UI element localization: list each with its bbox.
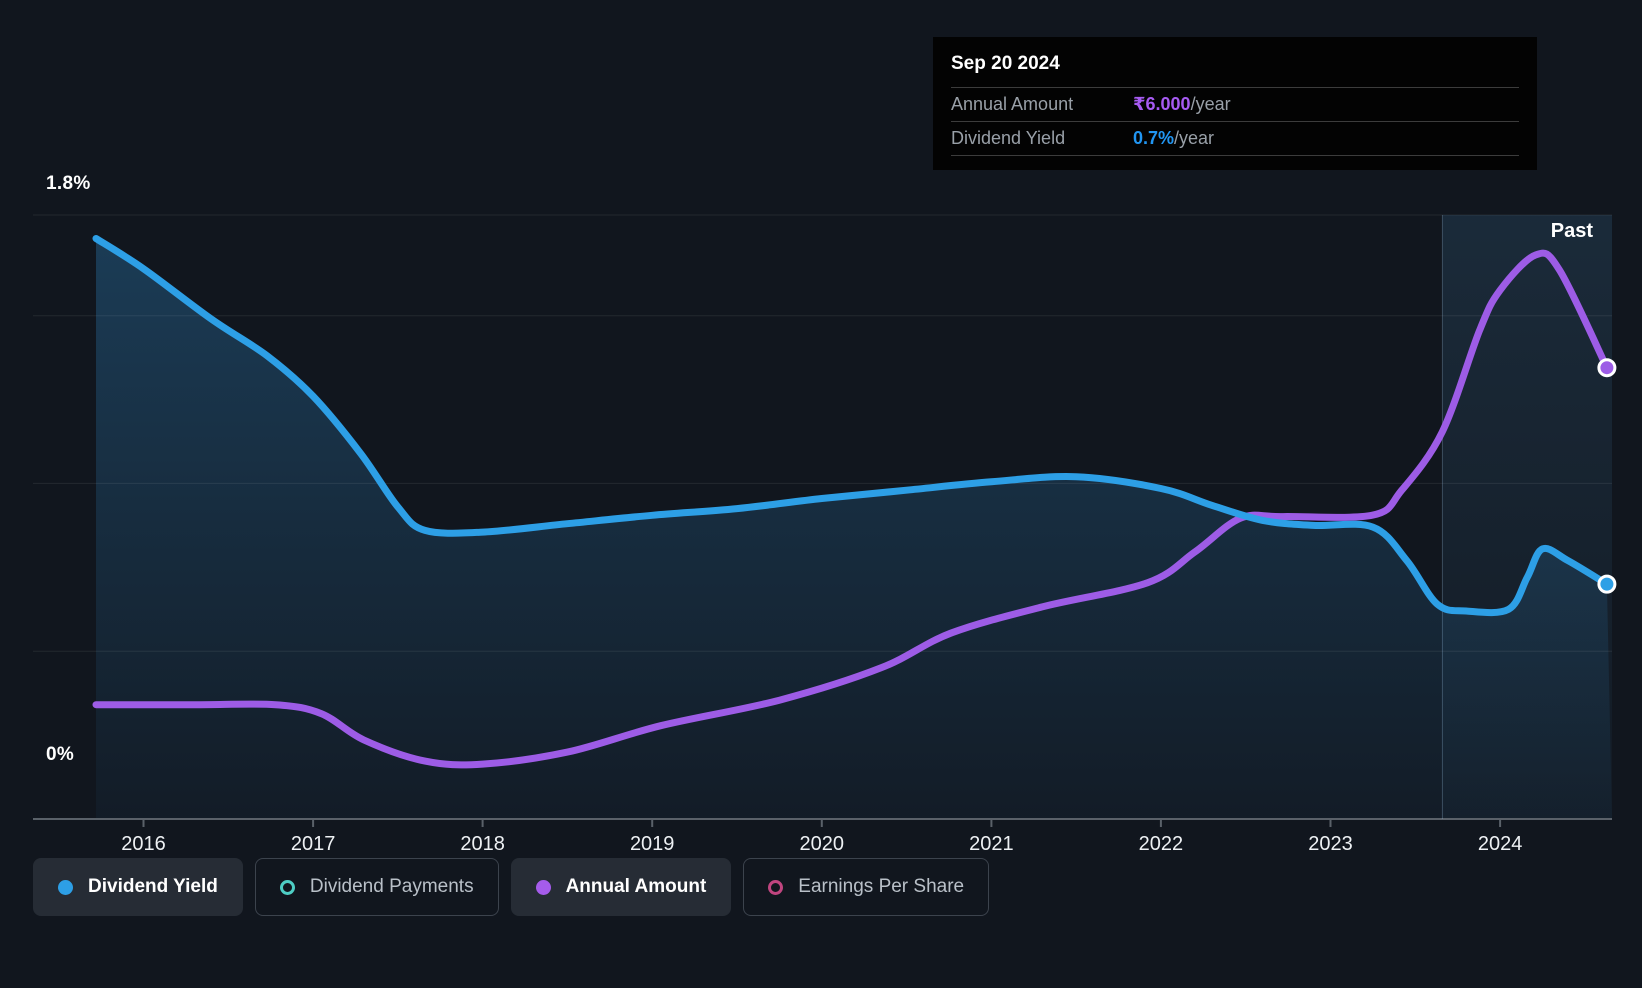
x-axis-label-2024: 2024 — [1478, 833, 1523, 855]
annual-amount-line — [92, 249, 1611, 769]
y-axis-label-zero: 0% — [46, 744, 75, 765]
x-axis-label-2016: 2016 — [121, 833, 166, 855]
tooltip-unit: /year — [1190, 94, 1231, 114]
legend-item-dividend-payments[interactable]: Dividend Payments — [254, 858, 499, 916]
tooltip-row-annual-amount: Annual Amount ₹6.000/year — [951, 87, 1519, 121]
legend-item-annual-amount[interactable]: Annual Amount — [510, 858, 732, 916]
legend: Dividend Yield Dividend Payments Annual Am… — [33, 858, 990, 916]
tooltip-value: 0.7%/year — [1133, 128, 1214, 149]
annual-amount-value: ₹6.000 — [1133, 94, 1191, 114]
dividend-yield-line — [92, 235, 1611, 617]
tooltip-row-dividend-yield: Dividend Yield 0.7%/year — [951, 121, 1519, 156]
x-axis-label-2020: 2020 — [800, 833, 845, 855]
dividend-yield-area — [96, 238, 1612, 819]
legend-label: Dividend Yield — [88, 876, 218, 897]
x-axis-label-2021: 2021 — [969, 833, 1014, 855]
dividend-yield-endpoint-marker — [1597, 574, 1617, 594]
legend-label: Annual Amount — [565, 876, 707, 897]
legend-label: Earnings Per Share — [798, 876, 965, 897]
annual-amount-endpoint-marker — [1597, 358, 1617, 378]
dividend-yield-marker-icon — [58, 879, 73, 895]
past-label: Past — [1550, 220, 1593, 242]
dividend-yield-value: 0.7% — [1133, 128, 1175, 148]
dividend-payments-marker-icon — [279, 879, 295, 895]
tooltip-label: Annual Amount — [951, 94, 1074, 114]
tooltip-value: ₹6.000/year — [1133, 94, 1231, 115]
annual-amount-marker-icon — [535, 879, 551, 895]
x-axis-label-2018: 2018 — [460, 833, 505, 855]
tooltip-unit: /year — [1174, 128, 1215, 148]
legend-item-earnings-per-share[interactable]: Earnings Per Share — [743, 858, 990, 916]
tooltip: Sep 20 2024 Annual Amount ₹6.000/year Di… — [933, 37, 1537, 170]
x-axis-label-2017: 2017 — [291, 833, 336, 855]
y-axis-label-max: 1.8% — [46, 173, 91, 194]
x-axis-label-2019: 2019 — [630, 833, 675, 855]
earnings-per-share-marker-icon — [768, 879, 784, 895]
x-axis-label-2023: 2023 — [1308, 833, 1353, 855]
x-axis-label-2022: 2022 — [1139, 833, 1184, 855]
tooltip-label: Dividend Yield — [951, 128, 1066, 148]
legend-item-dividend-yield[interactable]: Dividend Yield — [33, 858, 243, 916]
tooltip-date: Sep 20 2024 — [951, 53, 1060, 74]
legend-label: Dividend Payments — [309, 876, 474, 897]
